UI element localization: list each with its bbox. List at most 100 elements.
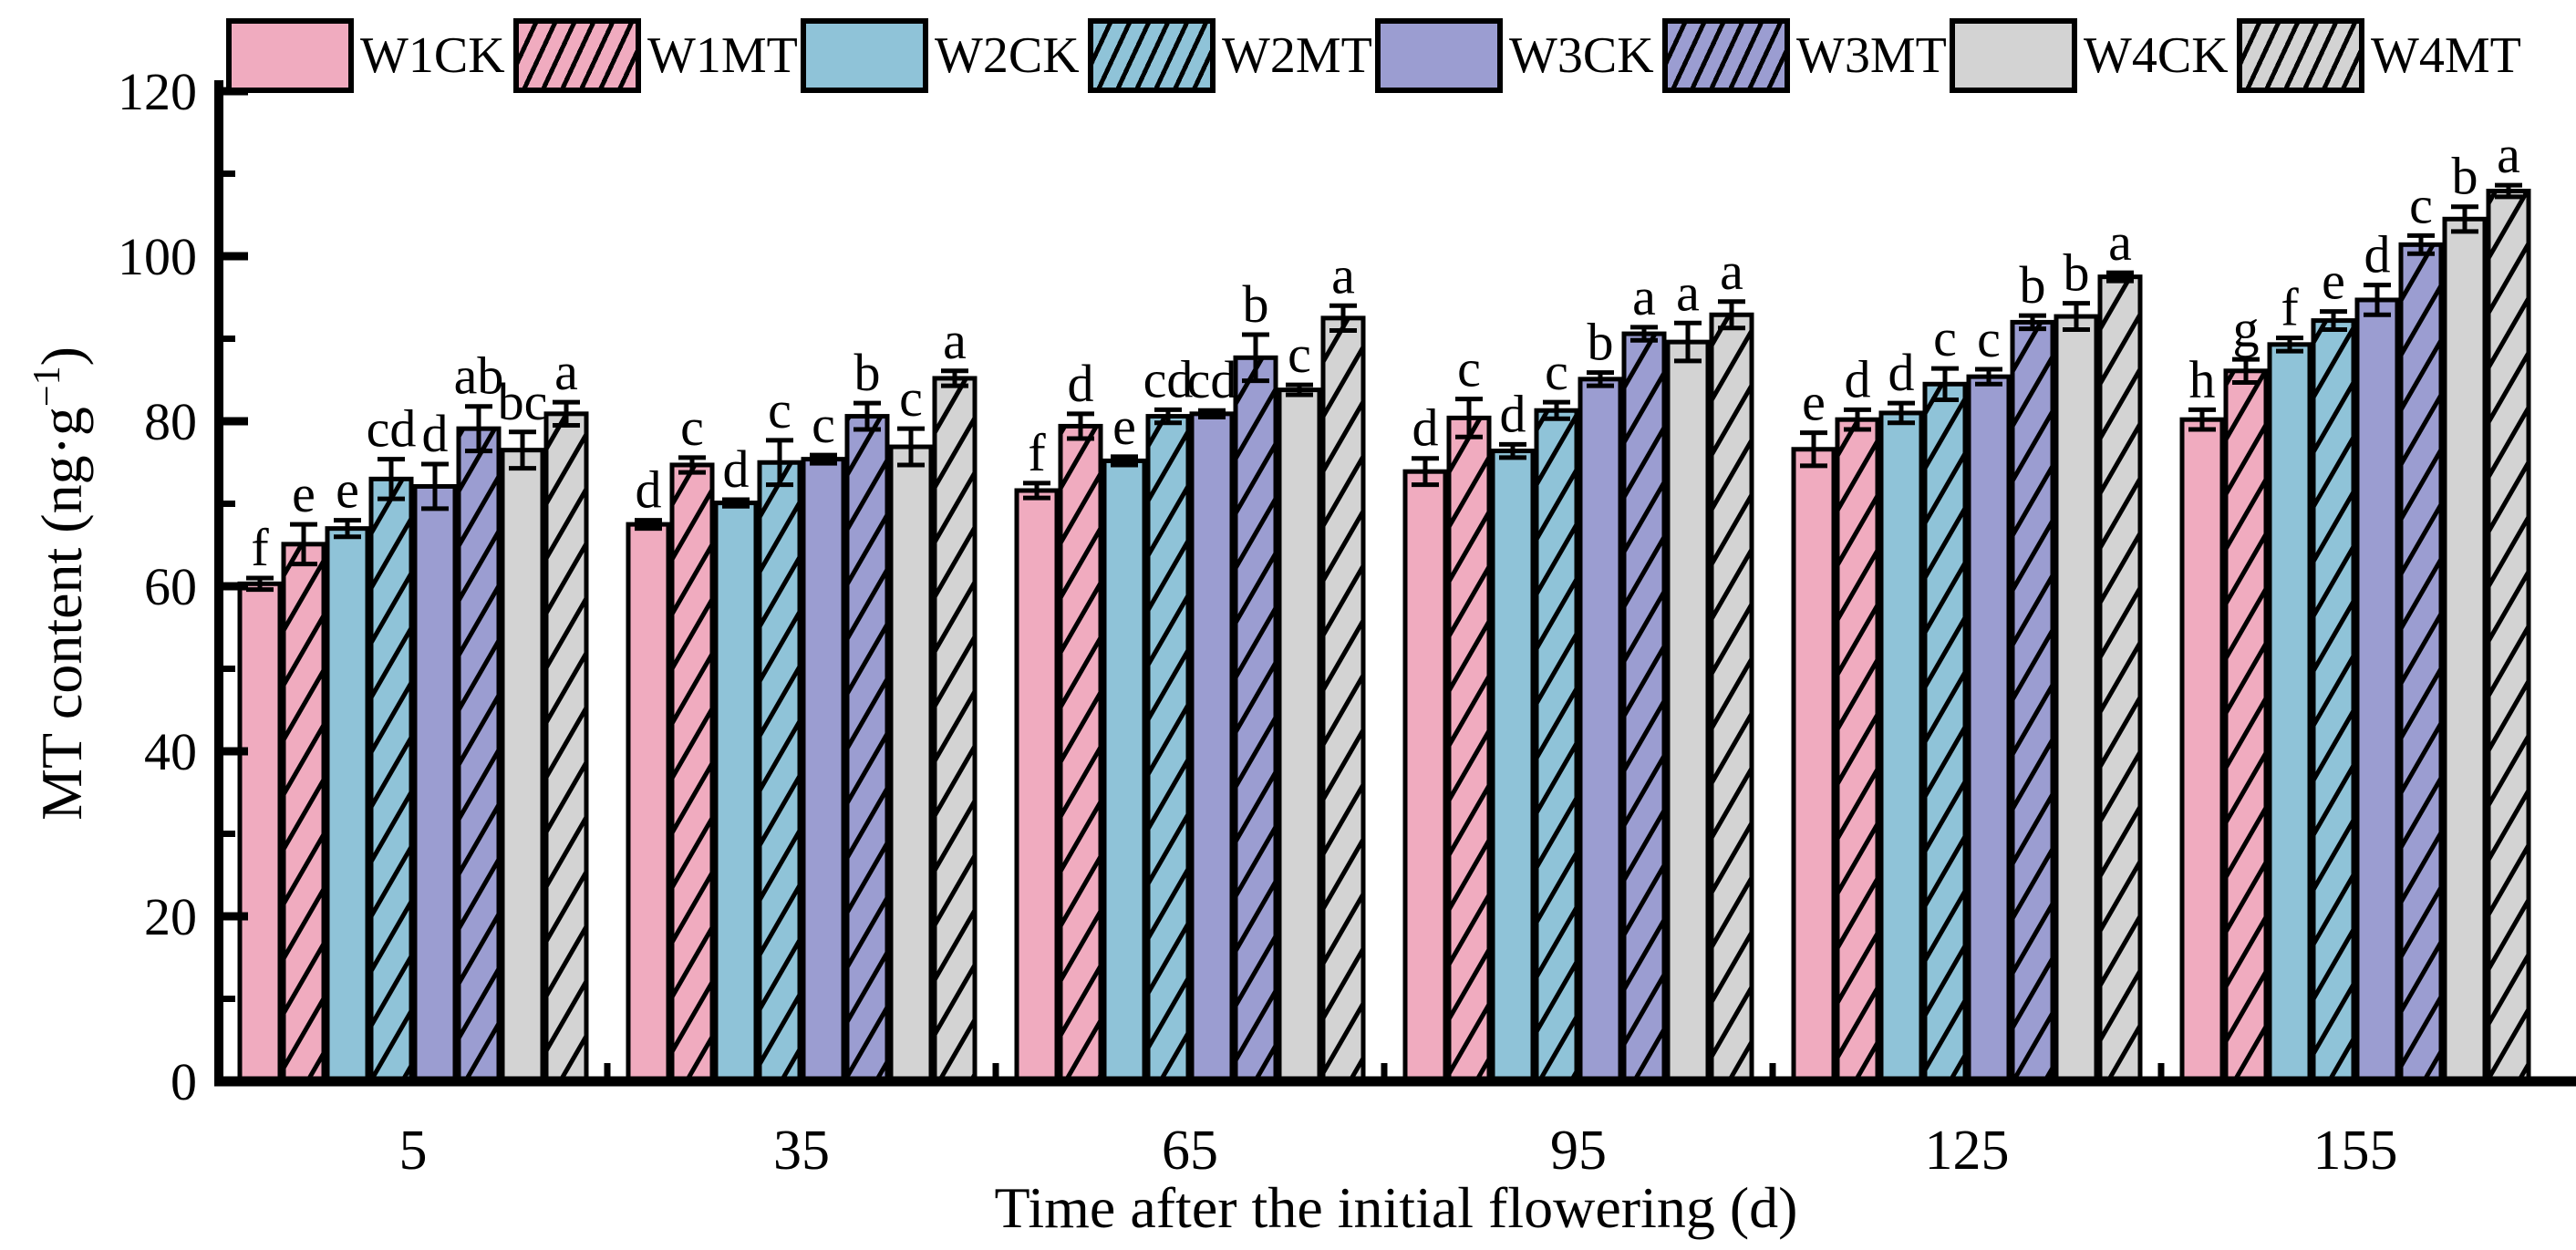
sig-letter: a: [2108, 212, 2132, 272]
x-tick-label: 35: [773, 1120, 830, 1182]
sig-letter: d: [1068, 354, 1094, 413]
sig-letter: f: [1028, 423, 1046, 482]
legend-item: W4MT: [2237, 18, 2524, 93]
bar: [1578, 377, 1623, 1084]
bar: [500, 448, 545, 1084]
legend-swatch-solid: [1375, 18, 1503, 93]
bar: [1534, 408, 1579, 1084]
sig-letter: cd: [1143, 349, 1194, 408]
legend-label: W2MT: [1222, 27, 1372, 84]
y-tick-label: 100: [118, 227, 197, 286]
y-tick-label: 20: [144, 887, 197, 946]
bar: [1145, 414, 1191, 1084]
legend-label: W4MT: [2371, 27, 2521, 84]
bar: [757, 460, 802, 1084]
bar: [2486, 189, 2531, 1084]
legend: W1CK W1MT W2CK W2MT W3CK W3MT W4CK W4MT: [226, 18, 2524, 93]
sig-letter: h: [2189, 349, 2216, 408]
bar: [888, 444, 934, 1084]
bar: [2398, 242, 2444, 1084]
bar: [325, 526, 370, 1084]
y-axis-title-superscript: −1: [26, 366, 68, 408]
sig-letter: b: [1588, 313, 1614, 372]
x-tick-label: 125: [1925, 1120, 2010, 1182]
bar: [713, 501, 759, 1084]
sig-letter: d: [422, 404, 449, 463]
sig-letter: c: [899, 368, 923, 428]
bar: [1014, 488, 1060, 1084]
legend-label: W3MT: [1796, 27, 1947, 84]
legend-swatch-solid: [1950, 18, 2077, 93]
bar: [1102, 458, 1147, 1084]
bar: [456, 426, 502, 1084]
legend-label: W1CK: [360, 27, 505, 84]
sig-letter: a: [1632, 267, 1656, 326]
bar: [1446, 415, 1492, 1084]
bar: [543, 411, 589, 1084]
x-tick-label: 155: [2313, 1120, 2398, 1182]
sig-letter: b: [1243, 274, 1269, 334]
bars-group: [237, 189, 2531, 1084]
sig-letter: cd: [367, 399, 417, 459]
bar: [2311, 318, 2356, 1084]
legend-label: W2CK: [935, 27, 1080, 84]
sig-letter: c: [680, 398, 704, 457]
legend-item: W4CK: [1950, 18, 2237, 93]
sig-letter: b: [2064, 243, 2090, 303]
bar: [2223, 368, 2269, 1084]
sig-letter: d: [1845, 349, 1871, 408]
sig-letter: f: [2281, 278, 2299, 337]
sig-letter: c: [1457, 339, 1481, 398]
bar: [1402, 469, 1448, 1084]
legend-swatch-solid: [801, 18, 928, 93]
bar: [1709, 312, 1754, 1084]
bar: [669, 462, 715, 1084]
x-axis-title: Time after the initial flowering (d): [994, 1175, 1798, 1240]
error-bars-group: [246, 182, 2522, 593]
bar: [1189, 411, 1235, 1084]
bar: [1665, 339, 1711, 1084]
sig-letter: d: [636, 460, 662, 520]
legend-swatch-solid: [226, 18, 354, 93]
legend-item: W2CK: [801, 18, 1088, 93]
sig-letter: d: [2364, 225, 2391, 284]
legend-item: W1CK: [226, 18, 513, 93]
bar: [412, 483, 458, 1084]
y-axis-title-close: ): [29, 346, 94, 367]
legend-label: W1MT: [647, 27, 798, 84]
x-tick-label: 5: [399, 1120, 428, 1182]
bar: [237, 581, 283, 1084]
sig-letter: e: [2322, 252, 2345, 311]
legend-item: W1MT: [513, 18, 801, 93]
sig-letter: a: [554, 342, 578, 401]
bar: [1835, 417, 1880, 1084]
sig-letter: c: [1288, 325, 1311, 384]
bar: [1058, 423, 1103, 1084]
sig-letter: c: [1545, 342, 1568, 401]
legend-item: W3CK: [1375, 18, 1662, 93]
bar: [2354, 297, 2400, 1084]
legend-swatch-hatched: [2237, 18, 2364, 93]
bar: [1320, 315, 1366, 1084]
y-axis-title: MT content (ng·g−1): [26, 346, 96, 821]
y-tick-label: 80: [144, 392, 197, 451]
y-tick-label: 120: [118, 62, 197, 121]
bar: [368, 476, 414, 1084]
sig-letter: d: [1500, 384, 1526, 443]
sig-letter: a: [2497, 125, 2520, 184]
bar: [281, 542, 326, 1084]
bar: [2010, 319, 2055, 1084]
x-tick-label: 65: [1162, 1120, 1218, 1182]
sig-letter: b: [2452, 147, 2478, 206]
legend-swatch-hatched: [513, 18, 641, 93]
legend-label: W3CK: [1509, 27, 1654, 84]
sig-letter: c: [1933, 308, 1957, 367]
sig-letter: a: [1331, 245, 1355, 305]
bar: [1490, 449, 1536, 1084]
sig-letter: a: [1720, 242, 1743, 301]
y-tick-label: 60: [144, 557, 197, 616]
bar: [844, 414, 890, 1084]
bar: [1878, 410, 1924, 1084]
sig-letter: f: [251, 518, 269, 577]
